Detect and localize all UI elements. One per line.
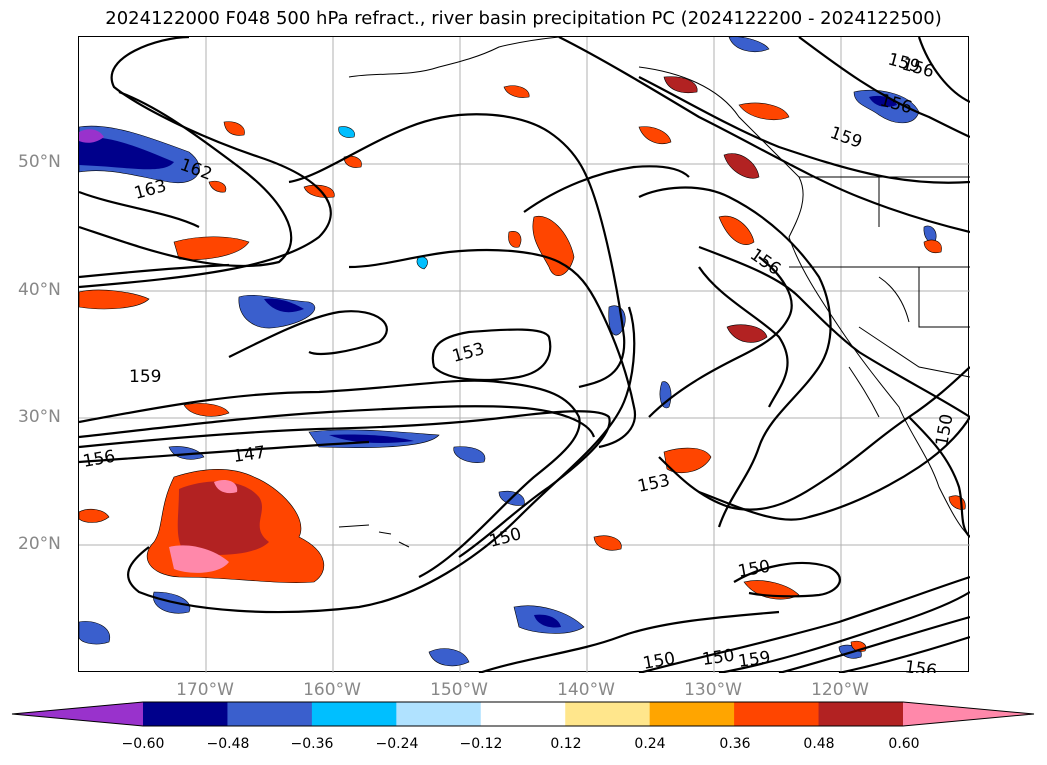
colorbar-tick: −0.60 — [121, 736, 165, 752]
colorbar-segment — [227, 702, 313, 726]
contour-label: 156 — [900, 55, 937, 83]
colorbar-segment — [818, 702, 904, 726]
contour-label: 153 — [450, 339, 487, 367]
colorbar-segment — [480, 702, 566, 726]
contour-label: 153 — [636, 471, 672, 497]
contour-label: 159 — [129, 367, 161, 387]
colorbar-segment — [649, 702, 735, 726]
contour-label: 150 — [736, 557, 771, 582]
contour-label: 159 — [737, 648, 772, 672]
lat-label-20n: 20°N — [18, 534, 61, 554]
colorbar-tick: −0.36 — [290, 736, 334, 752]
colorbar-segment — [396, 702, 482, 726]
colorbar-tick: 0.48 — [803, 736, 835, 752]
contour-label: 163 — [132, 176, 169, 204]
map-panel: 162 163 159 156 147 153 150 150 153 150 … — [78, 36, 970, 673]
colorbar-tick: −0.48 — [206, 736, 250, 752]
contour-label: 147 — [232, 443, 267, 467]
lat-label-50n: 50°N — [18, 152, 61, 172]
colorbar-tick: 0.60 — [888, 736, 920, 752]
contour-labels: 162 163 159 156 147 153 150 150 153 150 … — [81, 50, 957, 673]
contour-label: 156 — [81, 447, 116, 472]
colorbar-segment — [734, 702, 820, 726]
height-contours — [79, 37, 970, 673]
lon-label-170w: 170°W — [176, 680, 234, 700]
map-title: 2024122000 F048 500 hPa refract., river … — [105, 8, 942, 29]
colorbar-tick: −0.12 — [459, 736, 503, 752]
colorbar-tick: 0.24 — [634, 736, 666, 752]
contour-label: 150 — [701, 646, 736, 670]
colorbar-segment — [311, 702, 397, 726]
colorbar — [11, 701, 1035, 727]
colorbar-segments — [12, 702, 1034, 726]
colorbar-tick: −0.24 — [375, 736, 419, 752]
colorbar-extend-high — [903, 702, 1034, 726]
colorbar-segment — [565, 702, 651, 726]
coastlines — [338, 37, 970, 548]
colorbar-tick: 0.36 — [719, 736, 751, 752]
lon-label-150w: 150°W — [430, 680, 488, 700]
colorbar-outline — [11, 701, 1035, 727]
lat-label-30n: 30°N — [18, 407, 61, 427]
contour-label: 150 — [641, 649, 676, 673]
lon-label-120w: 120°W — [811, 680, 869, 700]
colorbar-extend-low — [12, 702, 143, 726]
contour-label: 150 — [932, 412, 957, 447]
contour-label: 150 — [487, 524, 524, 552]
colorbar-tick: 0.12 — [550, 736, 582, 752]
lat-label-40n: 40°N — [18, 280, 61, 300]
positive-anomaly-areas — [79, 76, 966, 652]
lon-label-140w: 140°W — [557, 680, 615, 700]
contour-label: 159 — [827, 123, 864, 153]
map-canvas: 162 163 159 156 147 153 150 150 153 150 … — [79, 37, 970, 673]
contour-label: 156 — [903, 657, 938, 673]
lon-label-160w: 160°W — [303, 680, 361, 700]
lon-label-130w: 130°W — [684, 680, 742, 700]
colorbar-segment — [143, 702, 228, 726]
